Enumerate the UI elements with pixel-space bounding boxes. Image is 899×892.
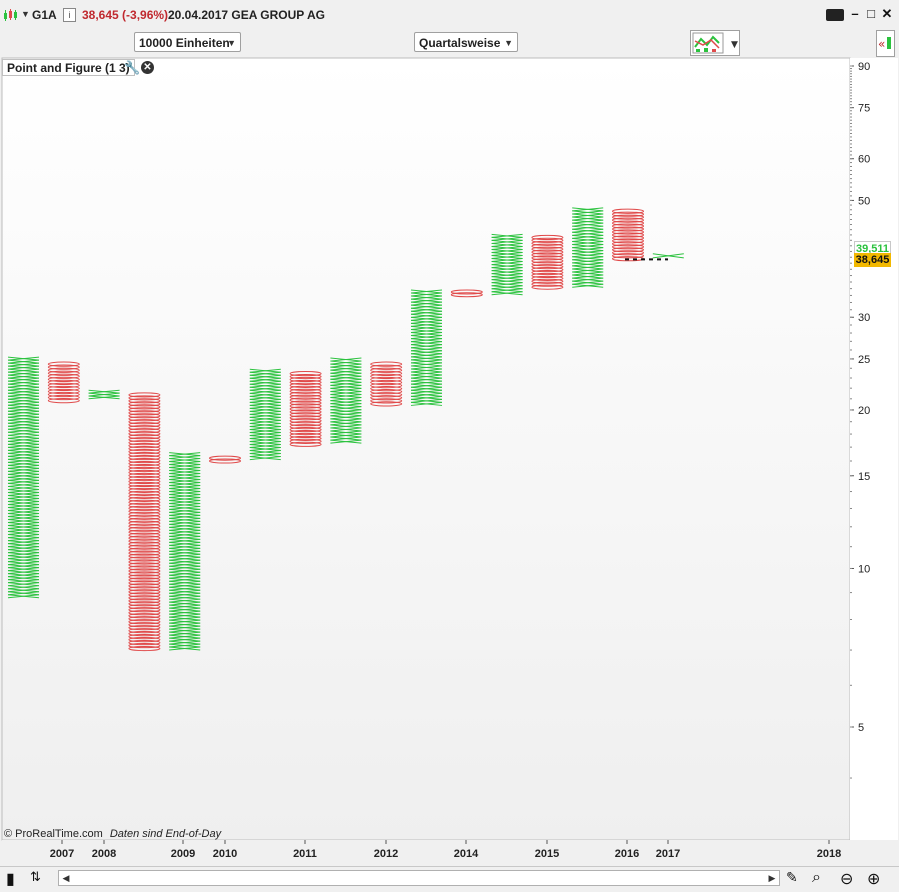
x-tick-label: 2008 <box>92 848 116 860</box>
minimize-icon[interactable]: – <box>851 6 859 21</box>
x-tick-label: 2017 <box>656 848 680 860</box>
period-dropdown-label: Quartalsweise <box>419 36 501 50</box>
plot-area[interactable] <box>1 57 851 841</box>
zoom-in-icon[interactable]: ⊕ <box>867 871 881 888</box>
wrench-icon[interactable]: 🔧 <box>124 60 141 75</box>
zoom-out-icon[interactable]: ⊖ <box>840 871 854 888</box>
units-dropdown-label: 10000 Einheiten <box>139 36 230 50</box>
y-tick-label: 75 <box>858 103 870 115</box>
close-icon[interactable]: ✕ <box>881 6 893 21</box>
y-tick-label: 50 <box>858 195 870 207</box>
y-tick-label: 60 <box>858 154 870 166</box>
symbol-label[interactable]: G1A <box>32 8 57 22</box>
indicator-label[interactable]: Point and Figure (1 3) <box>2 59 135 76</box>
x-column-6 <box>249 368 281 461</box>
candlestick-icon[interactable] <box>3 9 19 22</box>
y-tick-label: 10 <box>858 563 870 575</box>
y-tick-label: 15 <box>858 471 870 483</box>
drawing-tools-icon[interactable]: ✎ <box>786 869 798 885</box>
x-tick-label: 2007 <box>50 848 74 860</box>
instrument-description: 20.04.2017 GEA GROUP AG <box>168 8 325 22</box>
y-tick-label: 30 <box>858 312 870 324</box>
copyright: © ProRealTime.com Daten sind End-of-Day <box>4 828 221 840</box>
x-tick-label: 2009 <box>171 848 195 860</box>
period-dropdown[interactable]: Quartalsweise ▼ <box>414 32 518 52</box>
scroll-right-icon[interactable]: ▶ <box>768 873 776 883</box>
chevron-down-icon: ▼ <box>227 38 236 48</box>
x-tick-label: 2018 <box>817 848 841 860</box>
y-axis-area <box>850 58 898 840</box>
svg-text:«: « <box>878 37 885 51</box>
data-note: Daten sind End-of-Day <box>109 828 222 840</box>
x-tick-label: 2016 <box>615 848 639 860</box>
x-column-10 <box>410 289 443 406</box>
price-change: 38,645 (-3,96%) <box>82 8 169 22</box>
info-icon[interactable]: i <box>63 8 76 22</box>
o-column-9 <box>370 361 403 407</box>
remove-indicator-close-icon[interactable]: ✕ <box>141 61 154 74</box>
x-tick-label: 2011 <box>293 848 317 860</box>
x-axis-area <box>2 840 898 866</box>
x-column-4 <box>169 452 201 651</box>
x-tick-label: 2012 <box>374 848 398 860</box>
y-tick-label: 20 <box>858 405 870 417</box>
x-tick-label: 2014 <box>454 848 479 860</box>
o-column-3 <box>128 392 161 652</box>
side-panel-icon: « <box>878 37 891 51</box>
x-column-2 <box>88 389 120 400</box>
candlestick-small-icon[interactable]: ▮ <box>6 871 15 888</box>
svg-text:▼: ▼ <box>731 40 738 50</box>
o-column-11 <box>450 289 483 298</box>
chart-tools-button[interactable]: ▼ <box>690 30 740 56</box>
y-tick-label: 25 <box>858 354 870 366</box>
ordering-icon[interactable]: ⇅ <box>30 869 41 884</box>
x-column-12 <box>491 233 523 296</box>
horizontal-scrollbar[interactable]: ◀ ▶ <box>58 870 780 886</box>
x-column-8 <box>330 357 362 444</box>
x-column-0 <box>7 356 40 599</box>
o-column-5 <box>209 455 241 464</box>
zoom-fit-icon[interactable]: ⌕ <box>812 869 821 886</box>
x-column-16 <box>652 253 684 259</box>
o-column-7 <box>289 371 322 447</box>
last-price-tag: 38,645 <box>854 253 891 268</box>
y-tick-label: 5 <box>858 722 864 734</box>
o-column-1 <box>47 361 80 404</box>
o-column-13 <box>531 234 564 290</box>
x-tick-label: 2015 <box>535 848 559 860</box>
x-column-14 <box>572 207 604 288</box>
side-panel-button[interactable]: « <box>876 30 895 57</box>
scroll-left-icon[interactable]: ◀ <box>62 873 70 883</box>
symbol-menu-chevron-down-icon[interactable]: ▼ <box>21 9 30 19</box>
y-tick-label: 90 <box>858 61 870 73</box>
x-tick-label: 2010 <box>213 848 237 860</box>
units-dropdown[interactable]: 10000 Einheiten ▼ <box>134 32 241 52</box>
chart-tools-icon: ▼ <box>692 32 738 54</box>
keyboard-icon[interactable] <box>826 9 844 21</box>
maximize-icon[interactable]: □ <box>867 6 875 21</box>
chevron-down-icon: ▼ <box>504 38 513 48</box>
copyright-text: © ProRealTime.com <box>4 828 103 840</box>
